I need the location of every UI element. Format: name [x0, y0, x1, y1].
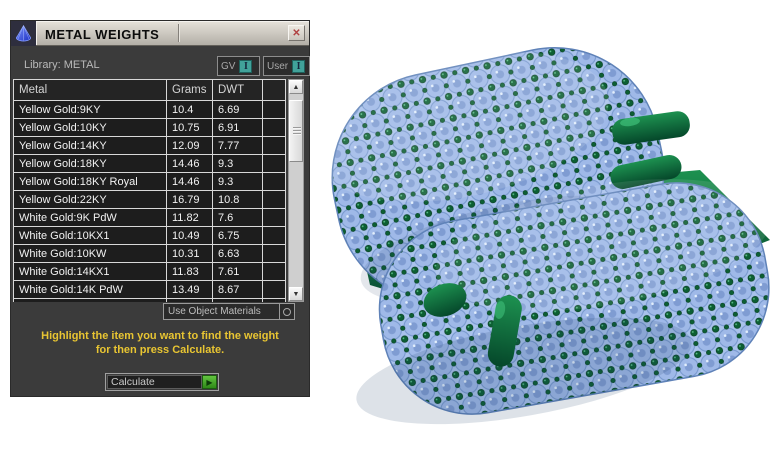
user-library-button[interactable]: User I [263, 56, 310, 76]
dialog-titlebar[interactable]: METAL WEIGHTS ✕ [11, 21, 309, 46]
scroll-down-icon[interactable]: ▼ [289, 287, 303, 301]
scrollbar-thumb[interactable] [289, 100, 303, 162]
calculate-label: Calculate [107, 375, 202, 389]
table-row[interactable]: White Gold:10KX1 10.49 6.75 [13, 226, 286, 245]
gv-indicator-icon: I [239, 59, 253, 73]
cone-app-icon [11, 21, 36, 46]
materials-flyout-button[interactable] [279, 304, 294, 319]
metals-table: Metal Grams DWT Yellow Gold:9KY 10.4 6.6… [13, 79, 287, 302]
titlebar-right: ✕ [179, 21, 309, 45]
materials-selector-label: Use Object Materials [168, 306, 261, 317]
instruction-text: Highlight the item you want to find the … [11, 329, 309, 357]
column-header-grams: Grams [166, 79, 213, 101]
table-row[interactable]: White Gold:14K PdW 13.49 8.67 [13, 280, 286, 299]
pave-ring-render [313, 46, 772, 425]
table-row[interactable]: Yellow Gold:18KY Royal 14.46 9.3 [13, 172, 286, 191]
table-row[interactable]: Yellow Gold:10KY 10.75 6.91 [13, 118, 286, 137]
table-row[interactable]: White Gold:14KW 14.02 9.02 [13, 298, 286, 302]
gv-button-label: GV [221, 60, 236, 72]
library-label: Library: METAL [24, 59, 100, 71]
scrollbar-grip-icon [293, 127, 301, 136]
instruction-line1: Highlight the item you want to find the … [41, 330, 279, 342]
table-row[interactable]: Yellow Gold:14KY 12.09 7.77 [13, 136, 286, 155]
table-row[interactable]: White Gold:9K PdW 11.82 7.6 [13, 208, 286, 227]
metal-weights-dialog: METAL WEIGHTS ✕ Library: METAL GV I User… [10, 20, 310, 397]
circle-icon [283, 307, 291, 316]
use-object-materials-selector[interactable]: Use Object Materials [163, 303, 295, 320]
table-row[interactable]: Yellow Gold:9KY 10.4 6.69 [13, 100, 286, 119]
table-row[interactable]: Yellow Gold:22KY 16.79 10.8 [13, 190, 286, 209]
instruction-line2: for then press Calculate. [95, 344, 225, 356]
dialog-title: METAL WEIGHTS [36, 21, 178, 45]
table-row[interactable]: Yellow Gold:18KY 14.46 9.3 [13, 154, 286, 173]
close-button[interactable]: ✕ [288, 25, 305, 41]
scroll-up-icon[interactable]: ▲ [289, 80, 303, 94]
calculate-go-icon[interactable]: ▶ [202, 375, 217, 389]
table-header-row: Metal Grams DWT [13, 79, 286, 101]
column-header-dwt: DWT [212, 79, 263, 101]
column-header-metal: Metal [13, 79, 167, 101]
titlebar-divider [178, 24, 179, 42]
table-scrollbar[interactable]: ▲ ▼ [288, 79, 304, 302]
table-row[interactable]: White Gold:14KX1 11.83 7.61 [13, 262, 286, 281]
calculate-button[interactable]: Calculate ▶ [105, 373, 219, 391]
user-indicator-icon: I [292, 59, 306, 73]
user-button-label: User [267, 60, 289, 72]
render-viewport [312, 0, 776, 462]
table-row[interactable]: White Gold:10KW 10.31 6.63 [13, 244, 286, 263]
gv-library-button[interactable]: GV I [217, 56, 260, 76]
column-header-extra [262, 79, 286, 101]
